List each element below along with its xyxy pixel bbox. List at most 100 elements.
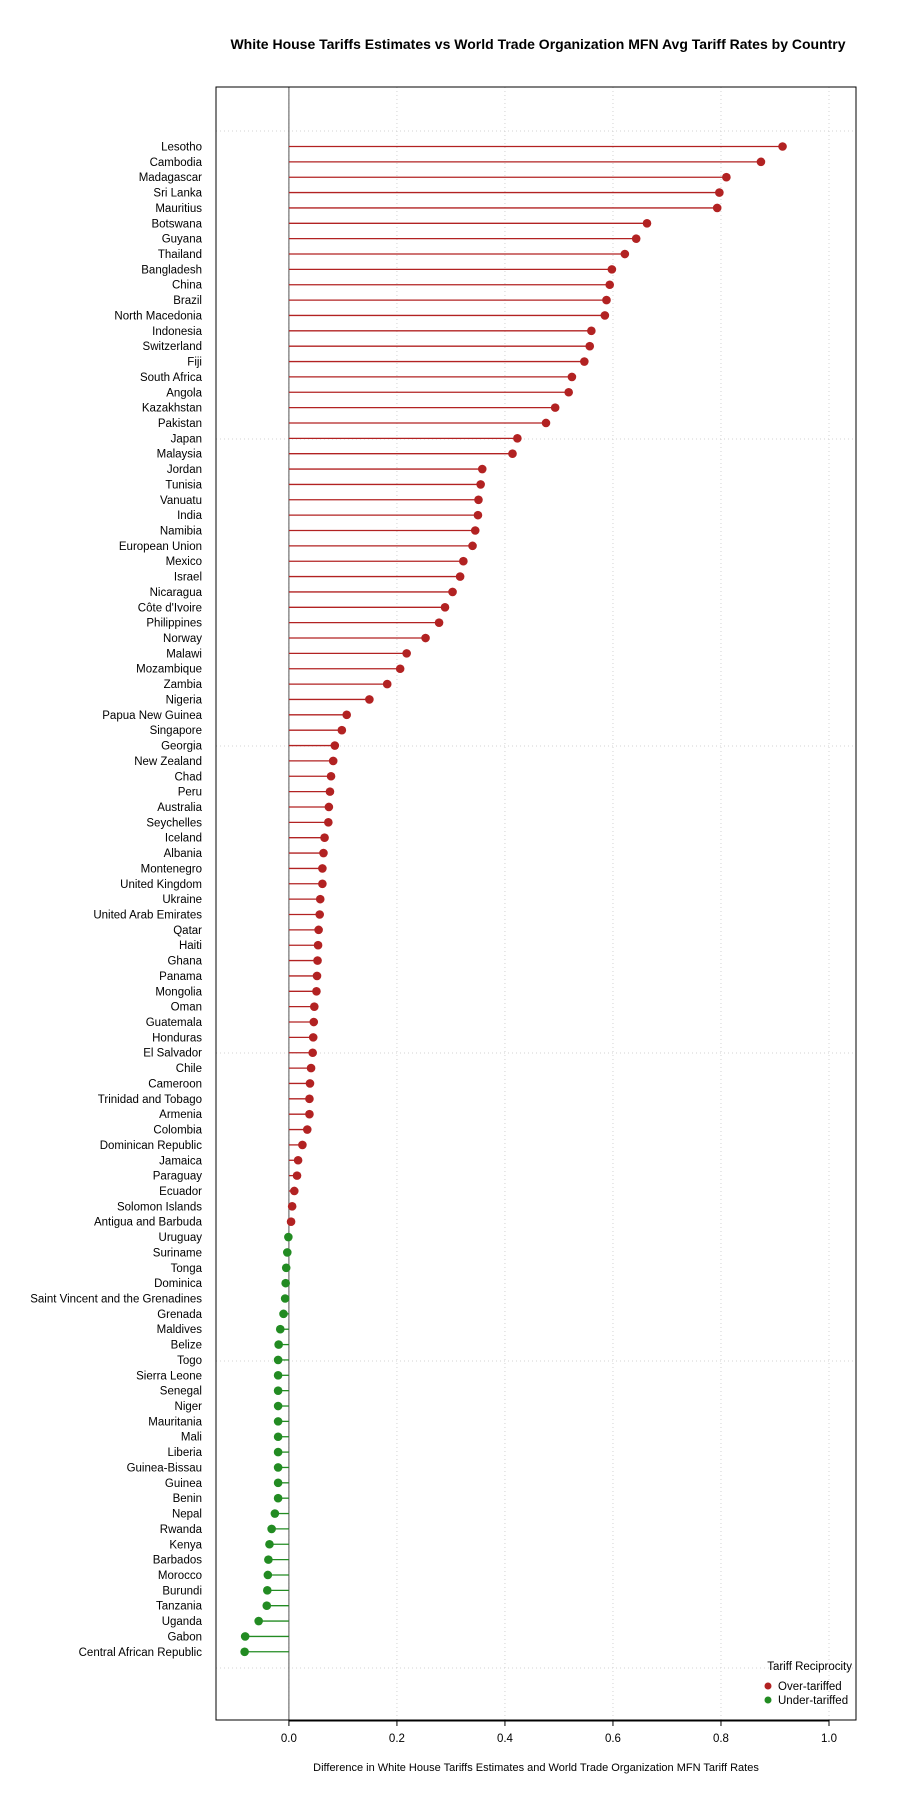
- category-label-61: Cameroon: [148, 1078, 202, 1090]
- data-point-91: [265, 1539, 274, 1549]
- category-label-17: Kazakhstan: [142, 403, 202, 415]
- data-point-9: [605, 280, 615, 290]
- data-point-22: [476, 480, 485, 489]
- category-label-14: Fiji: [187, 357, 202, 369]
- data-point-24: [473, 510, 483, 520]
- data-point-8: [607, 265, 617, 274]
- data-point-2: [722, 172, 731, 182]
- category-label-72: Suriname: [153, 1247, 202, 1259]
- category-label-73: Tonga: [171, 1263, 203, 1275]
- category-label-91: Kenya: [169, 1539, 202, 1551]
- category-label-3: Sri Lanka: [153, 188, 202, 200]
- category-label-60: Chile: [176, 1063, 202, 1075]
- data-point-74: [281, 1278, 290, 1288]
- category-label-21: Jordan: [167, 464, 202, 476]
- category-label-36: Nigeria: [166, 694, 203, 706]
- category-label-31: Philippines: [146, 618, 202, 630]
- category-label-62: Trinidad and Tobago: [98, 1094, 202, 1106]
- data-point-27: [459, 556, 468, 566]
- data-point-95: [262, 1601, 272, 1610]
- data-point-60: [306, 1063, 316, 1073]
- category-label-29: Nicaragua: [150, 587, 203, 599]
- data-point-53: [313, 956, 322, 965]
- category-label-19: Japan: [171, 433, 202, 445]
- data-point-18: [541, 418, 551, 428]
- data-point-15: [567, 372, 577, 382]
- category-label-85: Liberia: [167, 1447, 202, 1459]
- data-point-66: [293, 1155, 303, 1165]
- category-label-53: Ghana: [167, 956, 202, 968]
- x-tick-label-0: 0.0: [281, 1733, 297, 1745]
- category-label-79: Togo: [177, 1355, 202, 1367]
- data-point-56: [309, 1002, 319, 1011]
- data-point-37: [342, 710, 352, 720]
- category-label-81: Senegal: [160, 1386, 202, 1398]
- data-point-58: [308, 1033, 318, 1042]
- category-label-46: Albania: [164, 848, 203, 860]
- data-point-21: [477, 464, 487, 474]
- data-point-33: [402, 649, 411, 658]
- category-label-58: Honduras: [152, 1032, 202, 1044]
- category-label-43: Australia: [157, 802, 202, 814]
- data-point-81: [273, 1386, 283, 1395]
- category-label-74: Dominica: [154, 1278, 203, 1290]
- country-labels: Lesotho Cambodia Madagascar Sri Lanka Maurit…: [30, 142, 202, 1659]
- data-point-32: [421, 633, 430, 643]
- x-axis-label: Difference in White House Tariffs Estima…: [313, 1762, 759, 1774]
- category-label-7: Thailand: [158, 249, 202, 261]
- category-label-76: Grenada: [157, 1309, 202, 1321]
- data-point-70: [286, 1217, 296, 1226]
- data-point-39: [330, 741, 340, 750]
- data-point-68: [290, 1186, 299, 1196]
- legend-title: Tariff Reciprocity: [767, 1661, 852, 1673]
- category-label-6: Guyana: [162, 234, 203, 246]
- data-point-42: [325, 787, 335, 796]
- category-label-0: Lesotho: [161, 142, 202, 154]
- data-point-75: [280, 1294, 290, 1303]
- data-point-3: [715, 188, 724, 197]
- data-point-85: [273, 1447, 283, 1457]
- data-point-82: [273, 1401, 283, 1411]
- data-point-0: [778, 142, 787, 151]
- data-point-6: [631, 234, 641, 243]
- category-label-8: Bangladesh: [141, 264, 202, 276]
- plot-frame: [215, 86, 857, 1721]
- x-tick-label-3: 0.6: [605, 1733, 621, 1745]
- data-point-63: [305, 1109, 314, 1119]
- category-label-55: Mongolia: [155, 986, 202, 998]
- data-point-80: [273, 1371, 283, 1380]
- data-point-45: [320, 833, 329, 842]
- category-label-66: Jamaica: [159, 1155, 202, 1167]
- category-label-42: Peru: [178, 787, 202, 799]
- data-point-87: [273, 1478, 283, 1488]
- data-point-30: [440, 603, 450, 612]
- data-point-67: [292, 1171, 302, 1180]
- category-label-41: Chad: [175, 771, 203, 783]
- category-label-59: El Salvador: [143, 1048, 202, 1060]
- data-point-17: [550, 403, 560, 412]
- data-point-77: [275, 1324, 285, 1334]
- category-label-67: Paraguay: [153, 1171, 202, 1183]
- data-point-76: [279, 1309, 288, 1319]
- category-label-77: Maldives: [157, 1324, 203, 1336]
- data-point-1: [756, 157, 766, 167]
- category-label-84: Mali: [181, 1432, 202, 1444]
- category-label-26: European Union: [119, 541, 202, 553]
- grid-lines: [216, 87, 856, 1720]
- data-point-65: [298, 1140, 307, 1150]
- category-label-57: Guatemala: [146, 1017, 203, 1029]
- category-label-16: Angola: [166, 387, 202, 399]
- category-label-4: Mauritius: [155, 203, 202, 215]
- data-point-79: [273, 1355, 283, 1365]
- category-label-63: Armenia: [159, 1109, 202, 1121]
- data-point-52: [313, 940, 323, 950]
- category-label-37: Papua New Guinea: [102, 710, 202, 722]
- category-label-78: Belize: [171, 1340, 202, 1352]
- category-label-83: Mauritania: [148, 1416, 202, 1428]
- category-label-5: Botswana: [151, 218, 202, 230]
- category-label-80: Sierra Leone: [136, 1370, 202, 1382]
- legend-marker-1: [764, 1696, 772, 1704]
- data-point-84: [273, 1432, 283, 1442]
- lollipop-stems: [244, 145, 783, 1653]
